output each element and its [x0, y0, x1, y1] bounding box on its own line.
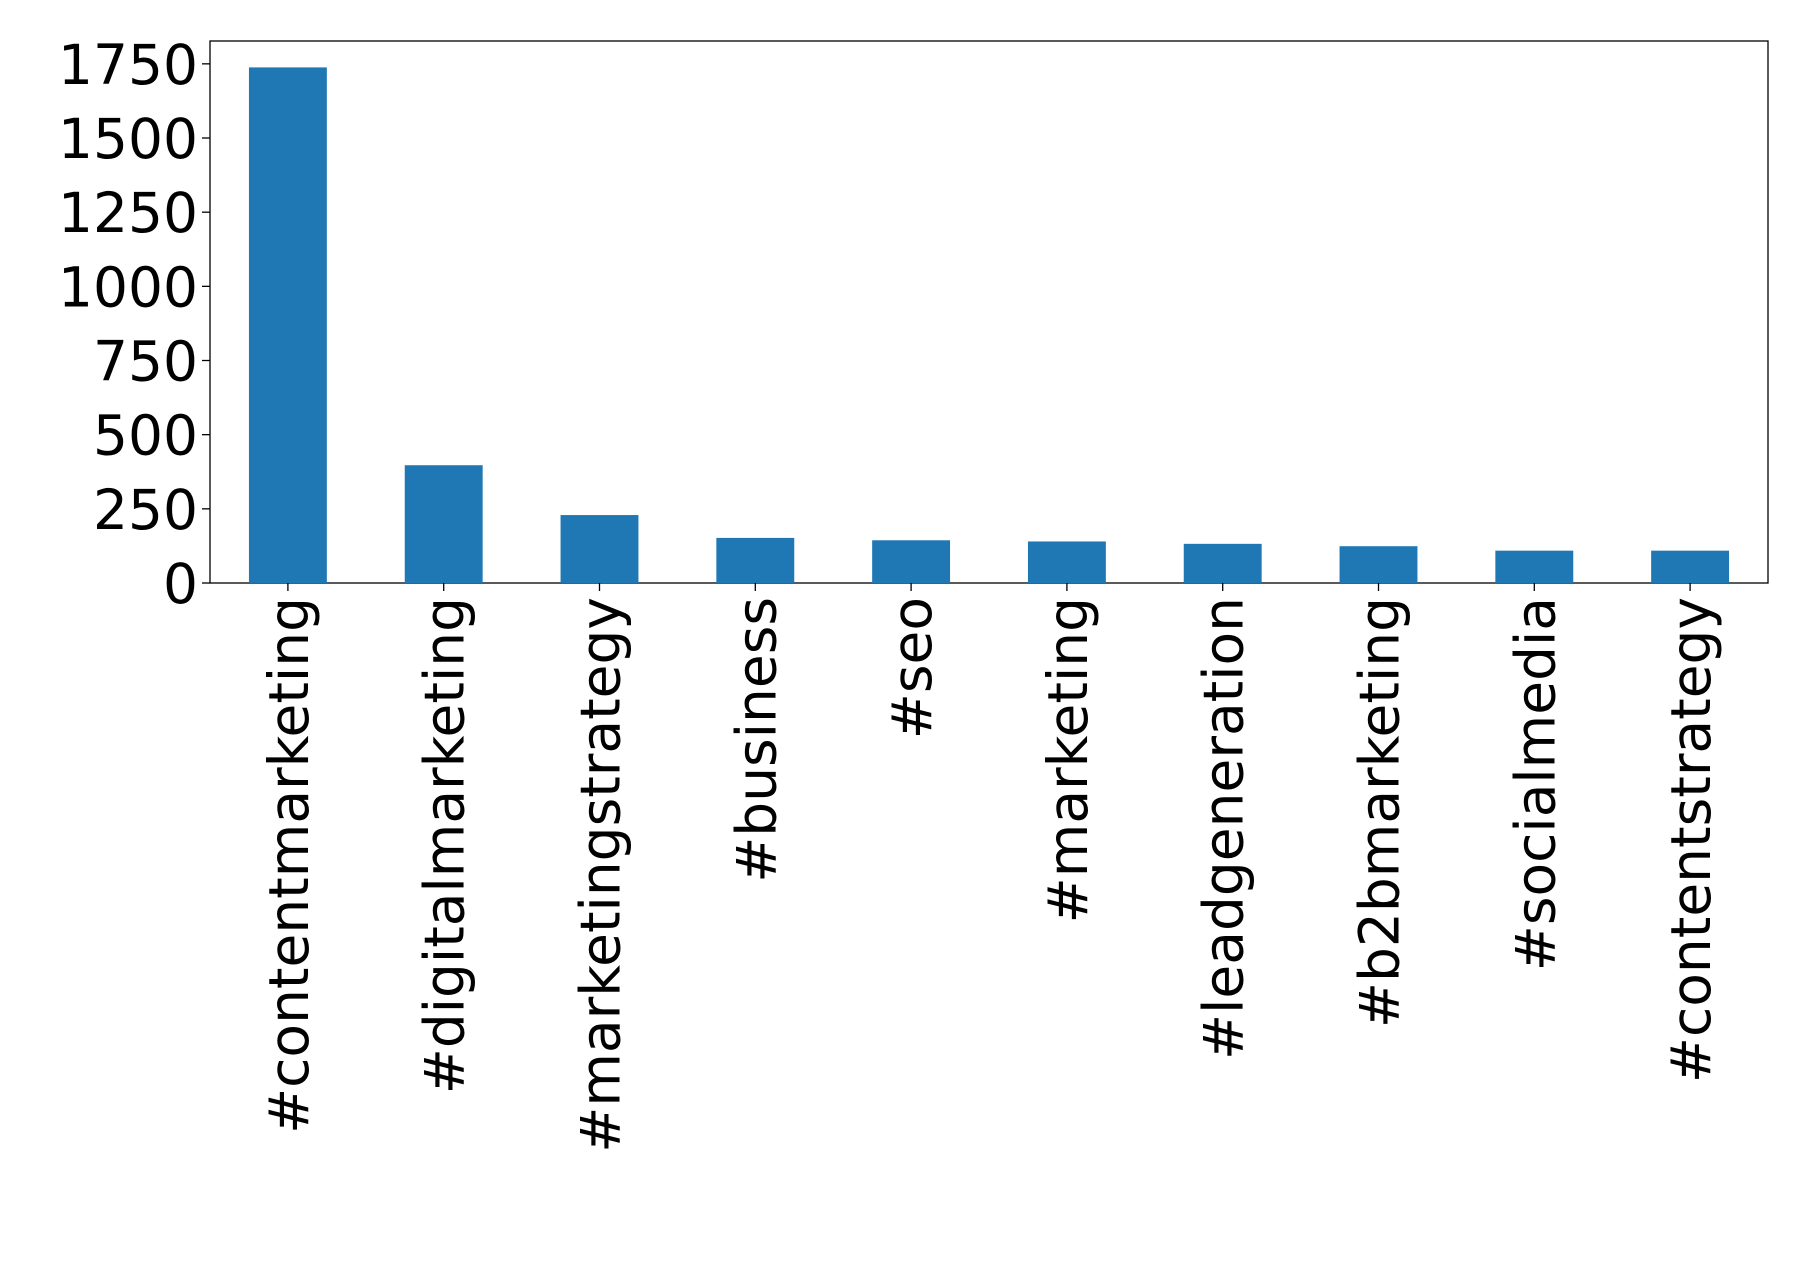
y-tick-label: 500: [93, 404, 198, 468]
y-tick-label: 1000: [58, 255, 198, 319]
bar: [560, 515, 639, 583]
bar: [716, 537, 795, 583]
y-tick-label: 1250: [58, 181, 198, 245]
x-tick-label: #socialmedia: [1503, 597, 1567, 971]
bar: [1339, 546, 1418, 583]
bar: [248, 67, 327, 584]
bar: [872, 540, 951, 583]
y-tick-label: 250: [93, 478, 198, 542]
bar: [404, 465, 483, 583]
x-tick-label: #contentstrategy: [1659, 597, 1723, 1083]
bar: [1027, 541, 1106, 583]
x-tick-label: #seo: [880, 597, 944, 739]
x-tick-label: #business: [724, 597, 788, 883]
x-tick-label: #marketing: [1036, 597, 1100, 923]
bar: [1651, 550, 1730, 583]
y-tick-label: 1500: [58, 107, 198, 171]
x-tick-label: #leadgeneration: [1192, 597, 1256, 1060]
x-tick-label: #marketingstrategy: [569, 597, 633, 1153]
y-tick-label: 750: [93, 330, 198, 394]
x-tick-label: #digitalmarketing: [413, 597, 477, 1094]
x-tick-label: #contentmarketing: [257, 597, 321, 1134]
bar: [1495, 550, 1574, 583]
y-tick-label: 0: [163, 552, 198, 616]
y-tick-label: 1750: [58, 33, 198, 97]
axes-frame: [209, 40, 1769, 584]
bar: [1183, 543, 1262, 583]
x-tick-label: #b2bmarketing: [1348, 597, 1412, 1028]
